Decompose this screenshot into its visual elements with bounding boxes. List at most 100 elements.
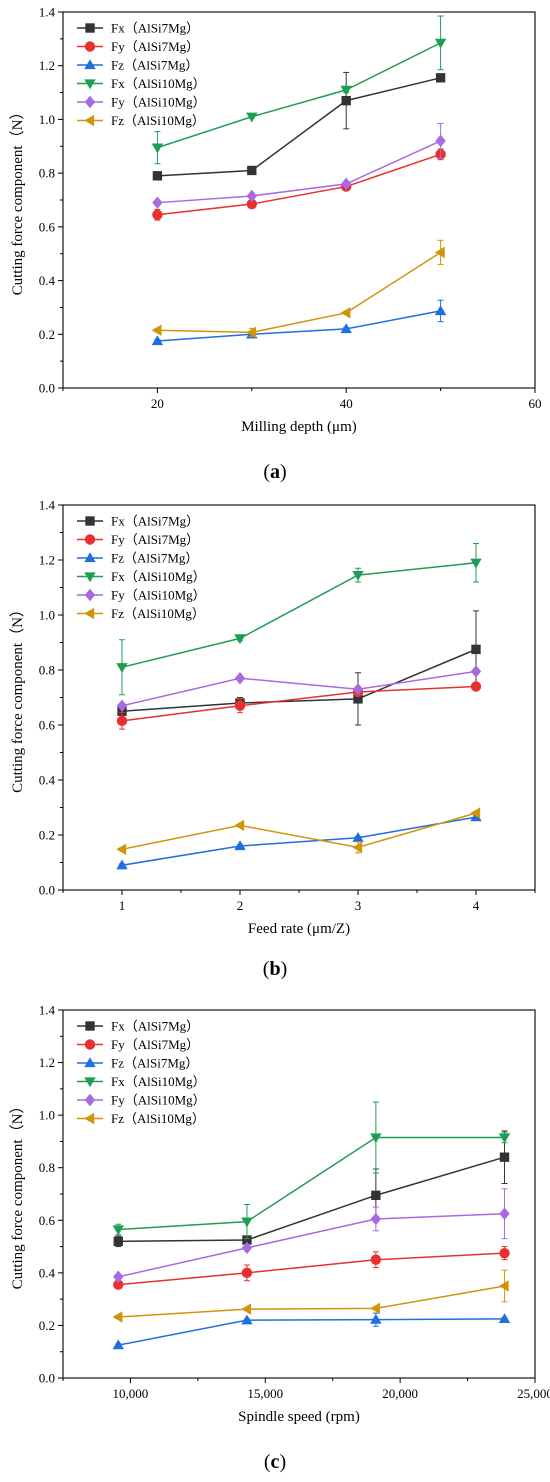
data-point [470,681,482,692]
series-line [157,140,441,204]
data-point [340,307,351,319]
legend-entry: Fx（AlSi7Mg） [111,1019,199,1034]
data-point [435,73,446,83]
data-point [234,819,245,832]
legend-marker [84,114,95,127]
data-point [499,1207,510,1220]
series-5 [116,807,481,856]
x-tick-label: 4 [473,898,480,913]
y-tick-label: 0.0 [39,381,55,396]
series-0 [117,610,481,726]
data-point [152,171,163,181]
data-point [470,807,481,819]
x-axis-label: Feed rate (μm/Z) [248,921,350,937]
legend-marker [84,1112,95,1125]
series-line [121,648,477,712]
data-point [340,323,352,334]
data-point [152,209,163,220]
data-point [246,198,257,210]
legend-marker [84,588,96,602]
legend-entry: Fy（AlSi10Mg） [111,1093,206,1108]
series-line [121,812,477,851]
legend-marker [84,79,96,90]
legend-entry: Fz（AlSi7Mg） [111,1056,198,1071]
legend: Fx（AlSi7Mg） Fy（AlSi7Mg） Fz（AlSi7Mg） Fx（AlSi… [77,1019,206,1126]
x-tick-label: 10,000 [113,1386,149,1401]
data-point [499,1247,510,1259]
series-line [118,1136,505,1231]
y-axis-label: Cutting force component（N） [9,105,26,296]
data-point [152,196,163,209]
series-3 [112,1101,511,1240]
data-point [470,558,482,569]
data-point [434,38,447,49]
x-tick-label: 20,000 [382,1386,418,1401]
legend-marker [84,1057,96,1068]
data-point [370,1212,382,1226]
data-point [498,1313,511,1324]
chart-panel-b: 0.0 0.2 0.4 0.6 0.8 1.0 1.2 1.4 1 2 3 4 Feed rate (μ… [9,498,536,980]
legend-entry: Fx（AlSi10Mg） [111,76,206,91]
data-point [435,134,446,148]
legend-marker [84,572,96,583]
y-tick-label: 0.6 [39,219,56,234]
legend-entry: Fy（AlSi10Mg） [111,588,206,603]
data-point [371,1190,381,1200]
data-point [151,143,164,154]
data-point [112,1225,125,1236]
legend-entry: Fy（AlSi10Mg） [111,95,206,110]
data-point [241,1241,253,1255]
y-tick-label: 0.0 [39,1371,55,1386]
panel-caption: (c) [264,1451,286,1473]
y-tick-label: 0.4 [39,273,56,288]
data-point [242,1235,252,1245]
series-5 [112,1269,509,1323]
x-tick-label: 40 [340,396,353,411]
series-line [121,685,477,722]
series-0 [113,1130,510,1248]
y-tick-label: 0.0 [39,883,55,898]
x-tick-label: 20 [151,396,164,411]
legend-entry: Fz（AlSi10Mg） [111,113,205,128]
data-point [370,1313,382,1324]
y-tick-label: 0.6 [39,1213,56,1228]
legend-marker [84,1039,96,1050]
data-point [471,644,481,655]
y-tick-label: 0.8 [39,166,55,181]
data-point [151,335,164,346]
y-tick-label: 1.4 [39,498,56,513]
y-tick-label: 1.4 [39,1003,56,1018]
y-tick-label: 0.8 [39,663,55,678]
y-tick-label: 1.0 [39,608,55,623]
y-tick-label: 1.0 [39,112,55,127]
series-line [157,77,441,177]
data-point [241,1217,253,1228]
data-point [246,189,257,203]
data-point [234,672,246,685]
legend-entry: Fx（AlSi10Mg） [111,1074,206,1089]
panel-caption: (b) [263,958,287,980]
data-point [116,715,128,727]
panel-caption: (a) [263,461,286,483]
data-point [116,859,128,870]
series-1 [113,1246,510,1290]
series-2 [116,811,482,870]
data-point [370,1254,382,1265]
series-line [118,1285,505,1318]
data-point [116,663,128,673]
legend-marker [84,607,95,620]
series-0 [152,71,446,181]
chart-panel-c: 0.0 0.2 0.4 0.6 0.8 1.0 1.2 1.4 10,000 15,000 20,0… [9,1003,550,1474]
legend: Fx（AlSi7Mg） Fy（AlSi7Mg） Fz（AlSi7Mg） Fx（AlSi… [77,21,206,128]
series-1 [116,681,482,730]
y-tick-label: 0.2 [39,327,55,342]
series-line [157,251,442,334]
y-tick-label: 0.6 [39,718,56,733]
data-point [116,699,128,712]
series-line [118,1252,505,1286]
legend-entry: Fx（AlSi10Mg） [111,569,206,584]
y-tick-label: 1.2 [39,553,55,568]
series-line [118,1156,505,1243]
data-point [112,1339,125,1350]
data-point [341,177,352,191]
